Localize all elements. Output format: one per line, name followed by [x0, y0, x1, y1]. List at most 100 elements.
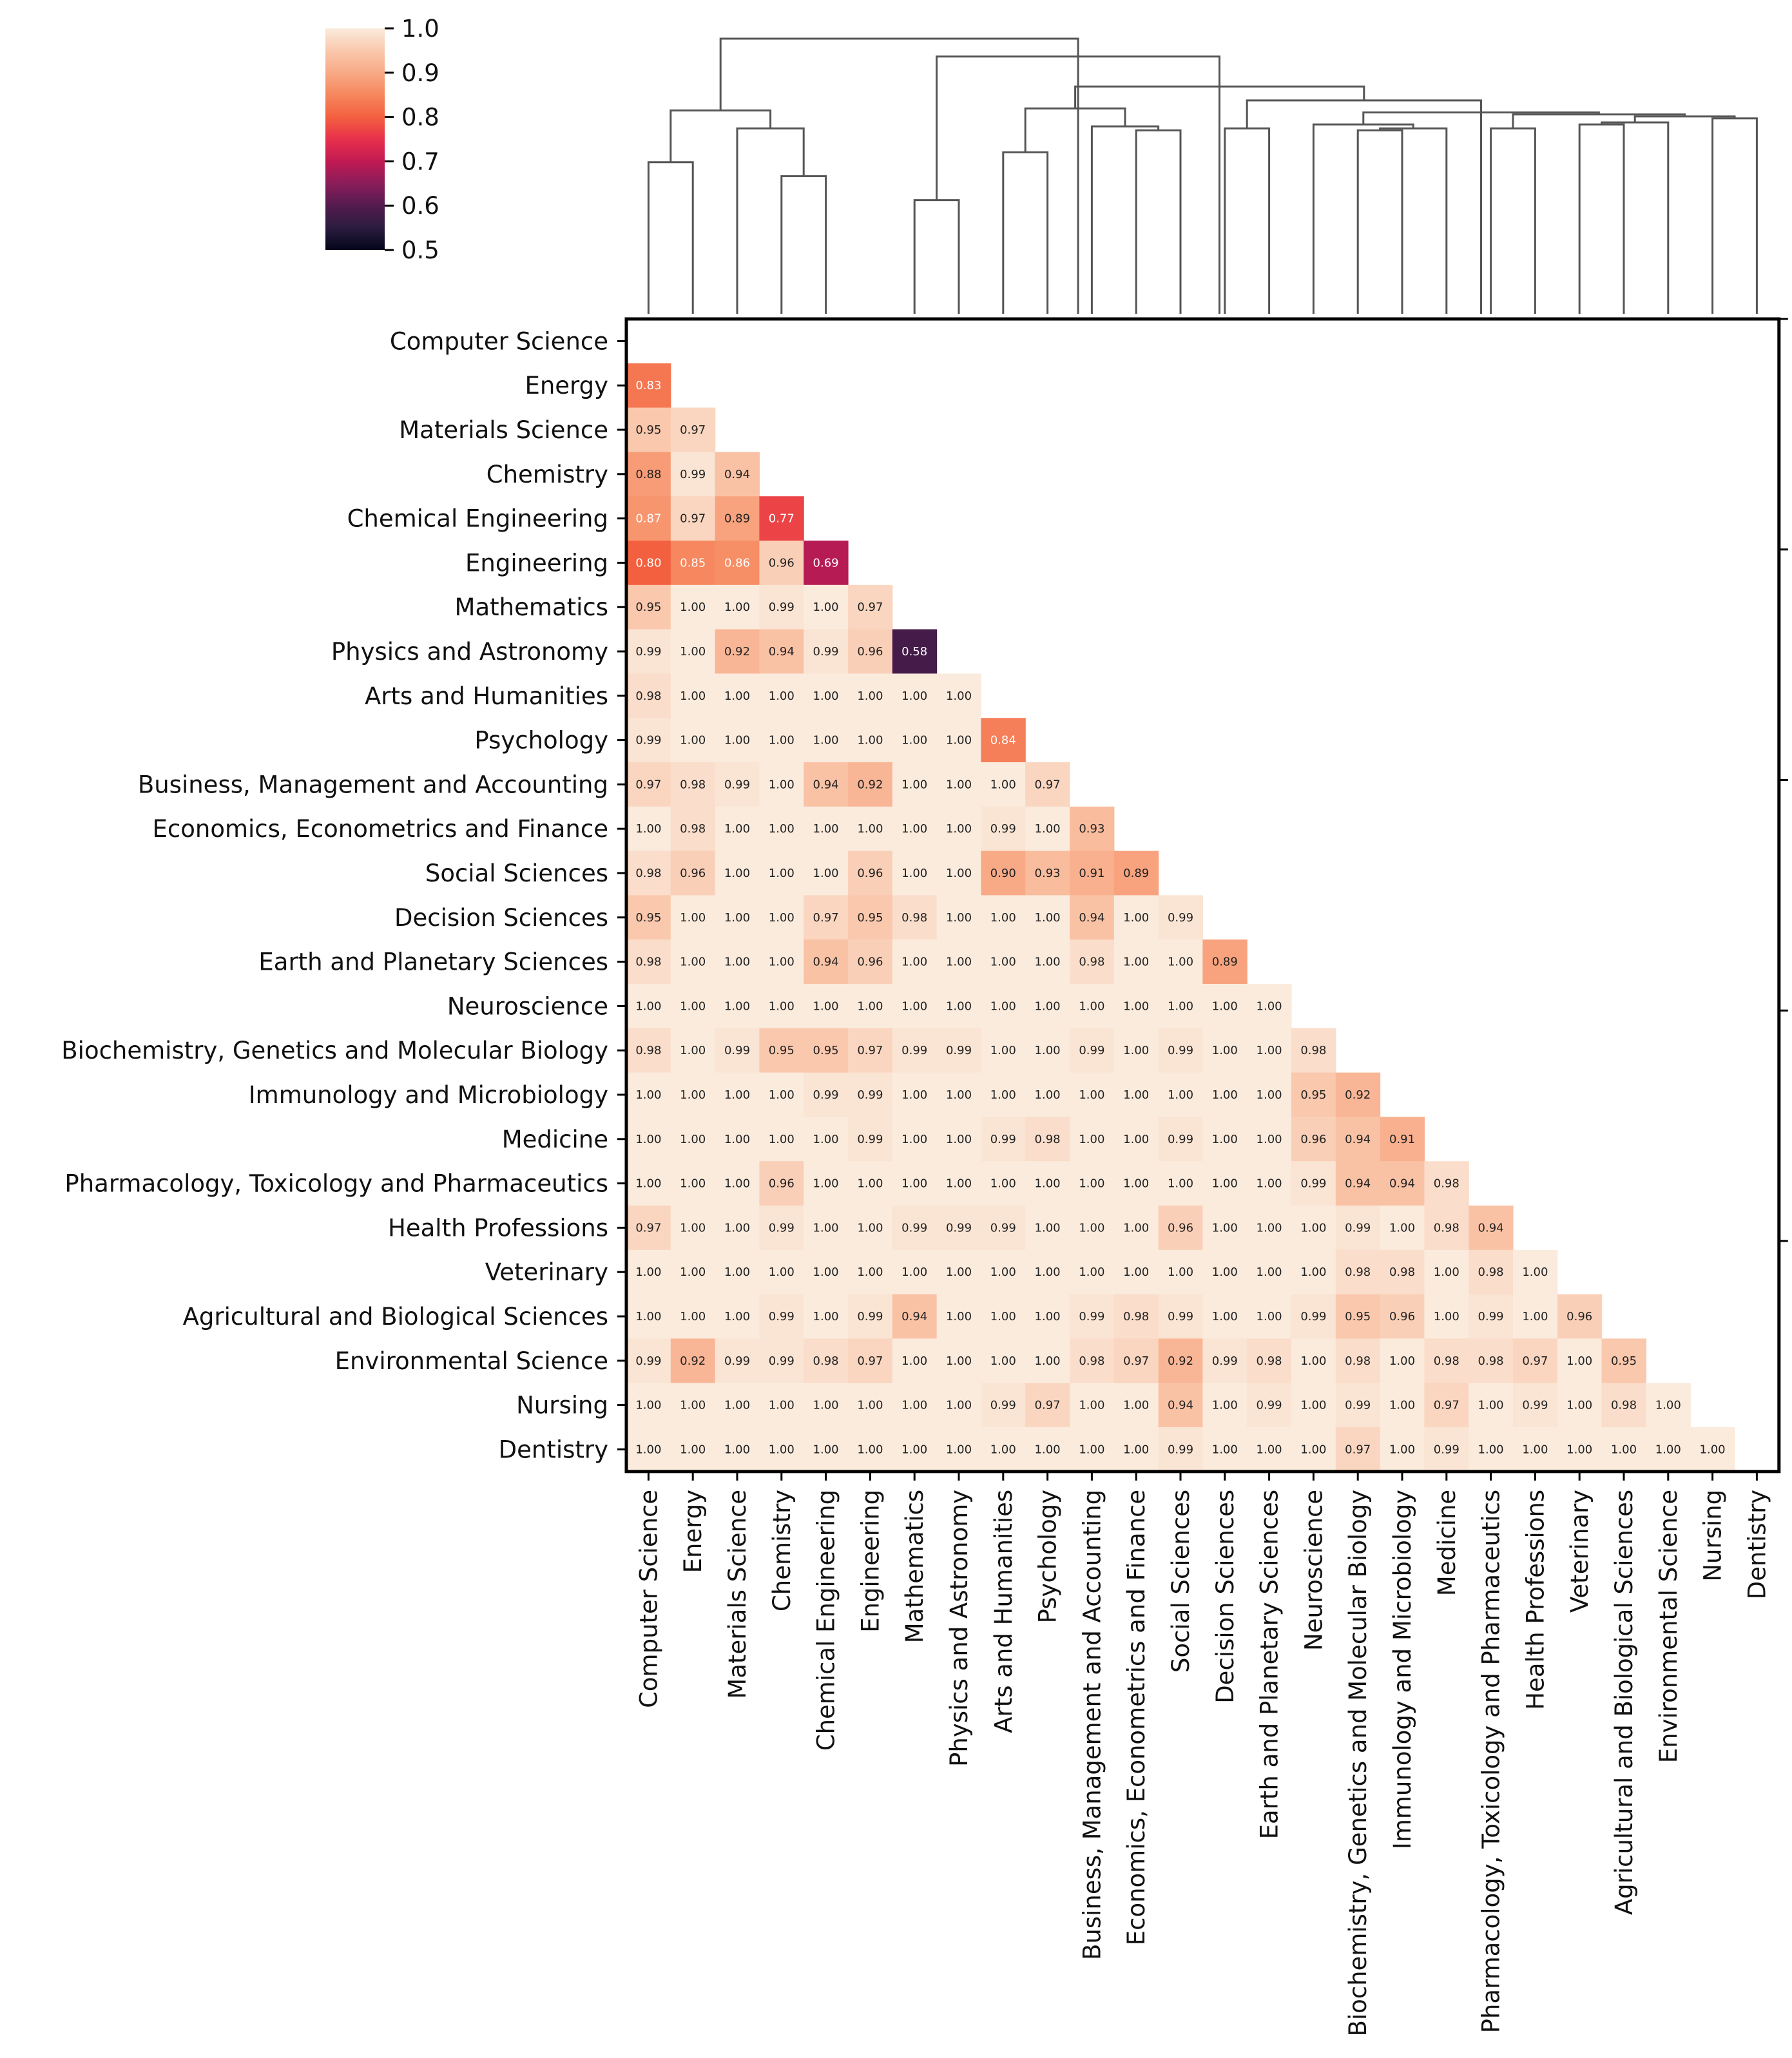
heatmap-cell: [848, 806, 893, 852]
cell-value-label: 1.00: [813, 689, 839, 703]
heatmap-cell: [759, 629, 804, 674]
cell-value-label: 1.00: [769, 956, 795, 969]
y-label-health-professions: Health Professions: [388, 1214, 608, 1242]
heatmap-cell: [892, 673, 938, 718]
cell-value-label: 1.00: [1434, 1265, 1460, 1279]
cell-value-label: 1.00: [724, 1310, 750, 1323]
cell-value-label: 1.00: [901, 778, 927, 791]
heatmap-cell: [1380, 1161, 1425, 1206]
heatmap-cell: [759, 541, 804, 586]
heatmap-cell: [981, 762, 1026, 807]
dendrogram-link: [670, 109, 772, 162]
cell-value-label: 0.99: [1079, 1310, 1104, 1323]
cell-value-label: 1.00: [1123, 1443, 1149, 1456]
heatmap-cell: [1158, 1161, 1203, 1206]
heatmap-cell: [670, 806, 716, 852]
heatmap-cell: [1158, 1338, 1203, 1383]
cell-value-label: 1.00: [1655, 1443, 1681, 1456]
heatmap-cell: [670, 541, 716, 586]
cell-value-label: 0.94: [1168, 1399, 1193, 1412]
colorbar: 0.5 0.6 0.7 0.8 0.9 1.0: [325, 15, 439, 264]
heatmap-cell: [715, 496, 760, 541]
cell-value-label: 1.00: [635, 999, 661, 1013]
heatmap-cell: [1424, 1383, 1469, 1428]
cell-value-label: 1.00: [1035, 1354, 1061, 1368]
y-label-economics-econometrics-and-finance: Economics, Econometrics and Finance: [153, 815, 608, 843]
heatmap-cell: [1335, 1161, 1381, 1206]
heatmap-cell: [626, 718, 671, 763]
heatmap-cell: [1158, 1249, 1203, 1295]
heatmap-cell: [715, 1427, 760, 1472]
cell-value-label: 1.00: [946, 734, 972, 747]
cell-value-label: 1.00: [724, 1399, 750, 1412]
heatmap-cell: [1424, 1338, 1469, 1383]
cell-value-label: 1.00: [1035, 1088, 1061, 1102]
x-label-medicine: Medicine: [1433, 1490, 1461, 1596]
cell-value-label: 0.94: [769, 645, 795, 659]
heatmap-cell: [1158, 1427, 1203, 1472]
cell-value-label: 1.00: [680, 734, 706, 747]
cell-value-label: 1.00: [1257, 1133, 1282, 1146]
heatmap-cell: [1113, 1427, 1159, 1472]
cell-value-label: 1.00: [680, 1221, 706, 1235]
heatmap-cell: [1025, 1294, 1070, 1339]
cell-value-label: 0.98: [1079, 1354, 1104, 1368]
cell-value-label: 1.00: [1168, 999, 1193, 1013]
cell-value-label: 0.96: [857, 956, 883, 969]
heatmap-cell: [1113, 1072, 1159, 1117]
heatmap-cell: [670, 407, 716, 452]
heatmap-cell: [626, 851, 671, 896]
cell-value-label: 1.00: [1123, 1265, 1149, 1279]
cell-value-label: 0.98: [901, 911, 927, 925]
heatmap-cell: [1202, 1383, 1248, 1428]
heatmap-cell: [1291, 1072, 1336, 1117]
dendrogram-link: [913, 199, 960, 314]
cell-value-label: 0.96: [1168, 1221, 1193, 1235]
heatmap-cell: [1070, 1117, 1115, 1162]
heatmap-cell: [1113, 1028, 1159, 1073]
heatmap-cell: [892, 851, 938, 896]
heatmap-cell: [1513, 1427, 1558, 1472]
heatmap-cell: [1070, 1161, 1115, 1206]
cell-value-label: 1.00: [1300, 1221, 1326, 1235]
heatmap-cell: [626, 1383, 671, 1428]
heatmap-cell: [1380, 1249, 1425, 1295]
heatmap-cell: [626, 1338, 671, 1383]
heatmap-cell: [1202, 1249, 1248, 1295]
heatmap-cell: [936, 1249, 981, 1295]
cell-value-label: 1.00: [813, 734, 839, 747]
cell-value-label: 1.00: [1566, 1443, 1592, 1456]
heatmap-cell: [892, 1383, 938, 1428]
cell-value-label: 1.00: [1035, 911, 1061, 925]
cell-value-label: 1.00: [680, 1310, 706, 1323]
heatmap-cell: [759, 1206, 804, 1251]
heatmap-cell: [1646, 1427, 1691, 1472]
x-label-chemical-engineering: Chemical Engineering: [813, 1490, 840, 1751]
heatmap-cell: [1025, 1338, 1070, 1383]
cell-value-label: 1.00: [946, 822, 972, 836]
y-axis-labels: Computer Science Energy Materials Science C…: [61, 327, 626, 1463]
heatmap-cell: [1158, 984, 1203, 1029]
heatmap-cell: [936, 1206, 981, 1251]
colorbar-bar: [325, 28, 385, 250]
heatmap-cell: [1202, 1338, 1248, 1383]
dendrogram-link: [719, 37, 1079, 314]
cell-value-label: 0.94: [813, 956, 839, 969]
dendrogram: [647, 37, 1758, 314]
cell-value-label: 1.00: [901, 1354, 927, 1368]
cell-value-label: 0.83: [635, 379, 661, 392]
heatmap-cell: [1113, 939, 1159, 985]
heatmap-cell: [670, 984, 716, 1029]
y-label-environmental-science: Environmental Science: [335, 1347, 608, 1375]
heatmap-cell: [759, 1427, 804, 1472]
heatmap-cell: [670, 496, 716, 541]
cell-value-label: 0.99: [990, 1133, 1016, 1146]
heatmap-cell: [1380, 1206, 1425, 1251]
cell-value-label: 1.00: [1522, 1265, 1548, 1279]
dendrogram-link: [1711, 117, 1758, 314]
cell-value-label: 0.99: [769, 1221, 795, 1235]
heatmap-cell: [1380, 1427, 1425, 1472]
heatmap-cell: [1247, 1028, 1292, 1073]
heatmap-cell: [848, 1338, 893, 1383]
heatmap-cell: [1202, 1427, 1248, 1472]
